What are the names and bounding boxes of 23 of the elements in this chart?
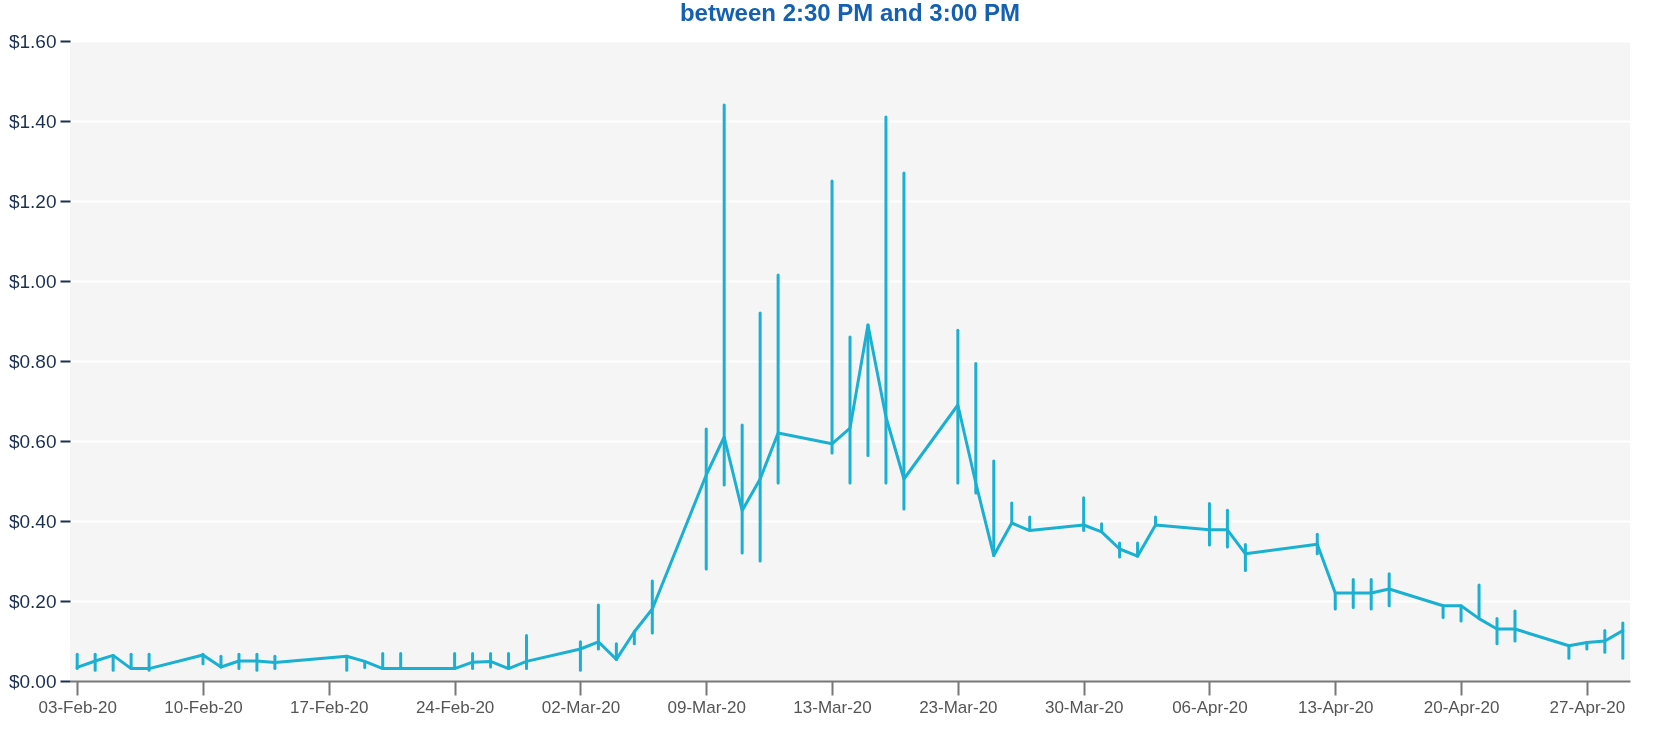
y-tick-label: $1.20 [8, 190, 57, 212]
x-tick-label: 20-Apr-20 [1423, 697, 1500, 717]
x-tick-label: 13-Apr-20 [1297, 697, 1374, 717]
y-tick-label: $1.00 [8, 270, 57, 292]
y-tick-label: $0.20 [8, 590, 57, 612]
x-tick-label: 06-Apr-20 [1172, 697, 1248, 717]
y-tick-label: $0.60 [8, 430, 57, 452]
y-tick-label: $0.00 [8, 670, 57, 692]
x-tick-label: 03-Feb-20 [38, 697, 117, 717]
x-tick-label: 13-Mar-20 [793, 697, 872, 717]
y-tick-label: $0.80 [8, 350, 57, 372]
x-tick-label: 02-Mar-20 [541, 697, 621, 717]
x-tick-label: 10-Feb-20 [164, 697, 243, 717]
y-tick-label: $1.60 [8, 30, 57, 52]
x-tick-label: 23-Mar-20 [919, 697, 998, 717]
x-tick-label: 24-Feb-20 [415, 697, 495, 717]
x-tick-label: 17-Feb-20 [290, 697, 369, 717]
x-tick-label: 27-Apr-20 [1549, 697, 1626, 717]
y-tick-label: $1.40 [8, 110, 57, 132]
x-tick-label: 09-Mar-20 [667, 697, 746, 717]
y-tick-label: $0.40 [8, 510, 57, 532]
x-tick-label: 30-Mar-20 [1044, 697, 1124, 717]
chart-title: between 2:30 PM and 3:00 PM [679, 0, 1021, 26]
